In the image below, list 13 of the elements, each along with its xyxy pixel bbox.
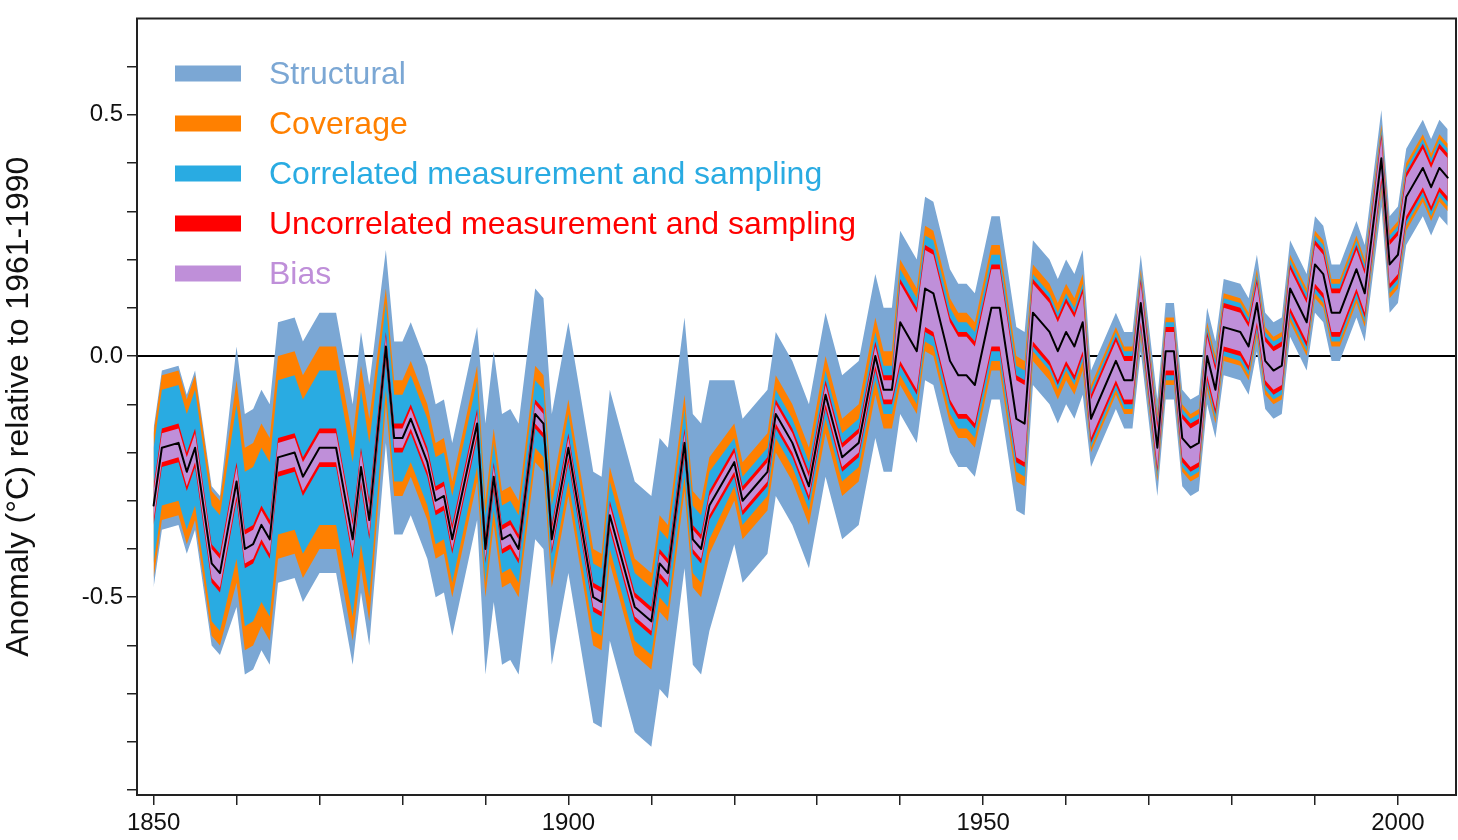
y-axis-title: Anomaly (°C) relative to 1961-1990 <box>0 156 36 657</box>
y-tick-label: 0.5 <box>89 99 123 127</box>
legend-label: Coverage <box>269 105 408 142</box>
x-tick-label: 1950 <box>956 808 1010 836</box>
y-tick-label: 0.0 <box>89 340 123 368</box>
legend-label: Bias <box>269 255 332 292</box>
x-tick-label: 2000 <box>1371 808 1425 836</box>
legend-label: Uncorrelated measurement and sampling <box>269 205 856 242</box>
x-tick-label: 1900 <box>541 808 596 836</box>
y-tick-label: -0.5 <box>81 581 123 609</box>
x-tick-label: 1850 <box>126 808 181 836</box>
legend-label: Structural <box>269 55 406 92</box>
legend-label: Correlated measurement and sampling <box>269 155 823 192</box>
